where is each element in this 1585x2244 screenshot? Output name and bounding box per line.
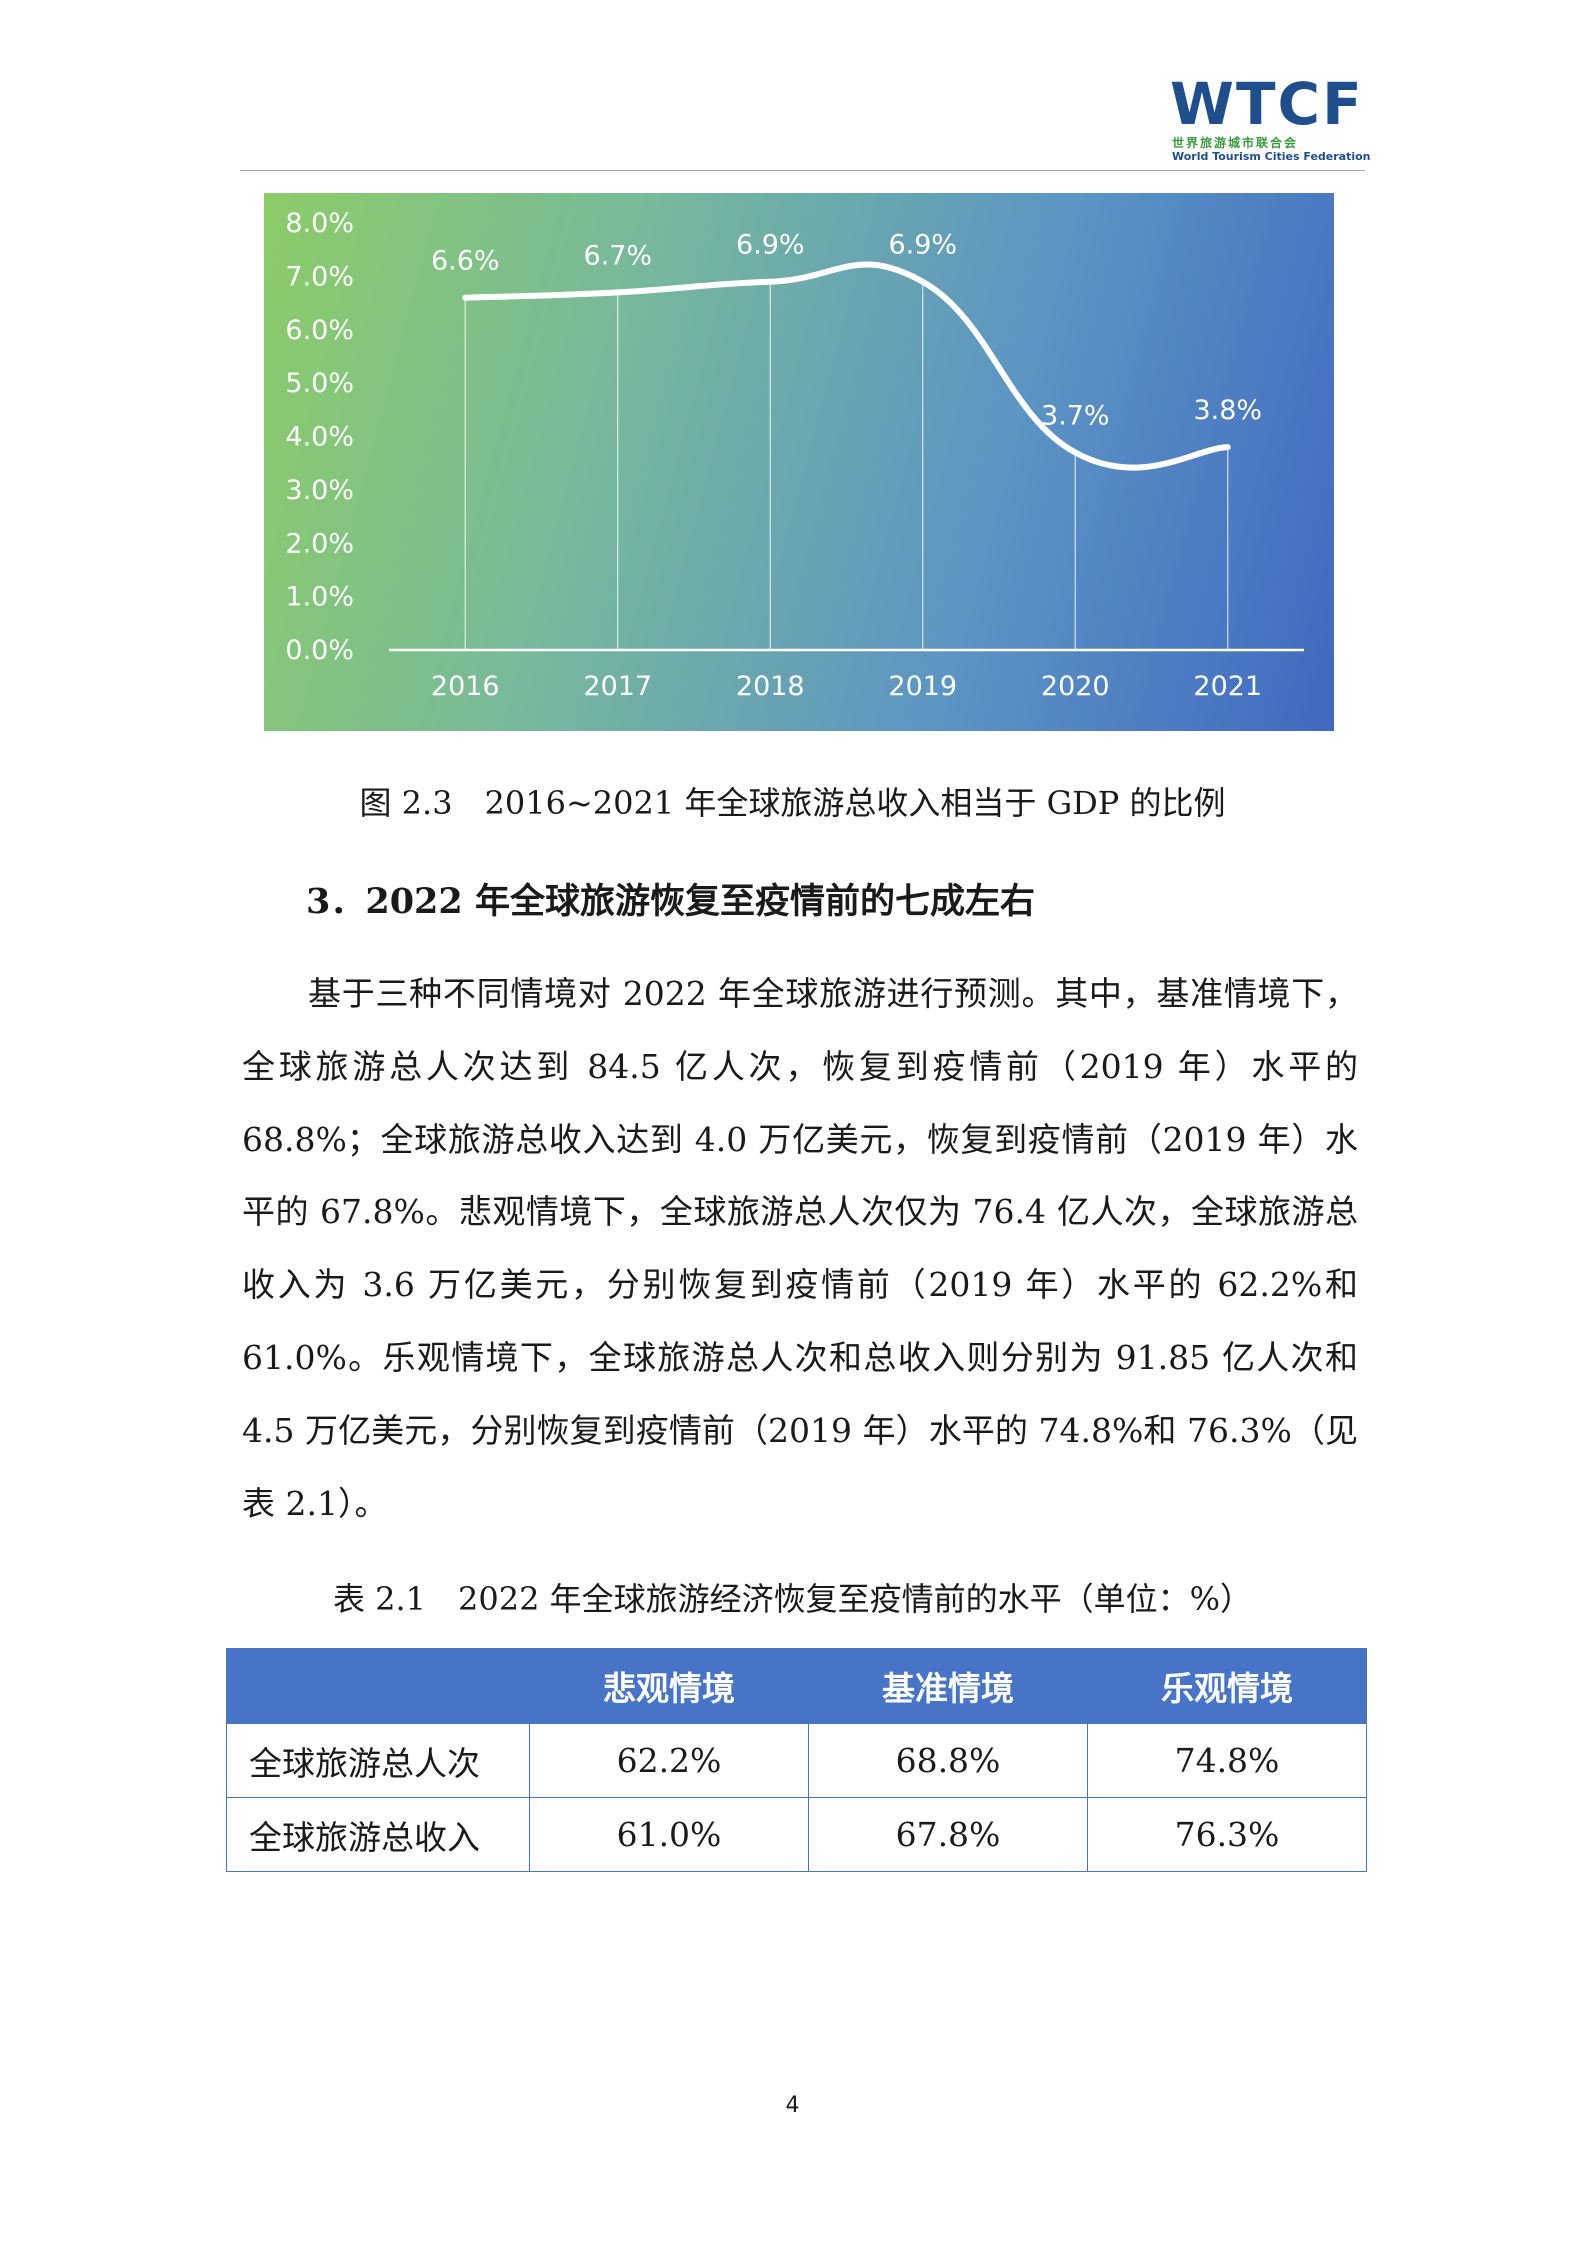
x-tick-label: 2019 xyxy=(888,671,957,702)
data-point xyxy=(1073,450,1078,455)
data-point xyxy=(1225,445,1230,450)
data-point xyxy=(768,279,773,284)
section-heading: 3．2022 年全球旅游恢复至疫情前的七成左右 xyxy=(306,881,1035,922)
y-tick-label: 8.0% xyxy=(285,208,354,239)
y-tick-label: 3.0% xyxy=(285,475,354,506)
y-tick-label: 0.0% xyxy=(285,635,354,666)
series-line xyxy=(462,261,1231,471)
table-cell: 62.2% xyxy=(529,1723,809,1798)
x-tick-label: 2016 xyxy=(431,671,500,702)
x-tick-label: 2021 xyxy=(1193,671,1262,702)
table-header-cell xyxy=(226,1648,530,1724)
data-label: 3.8% xyxy=(1193,395,1262,426)
gdp-ratio-chart: 0.0% 1.0% 2.0% 3.0% 4.0% 5.0% 6.0% 7.0% 8.0% 6.6%… xyxy=(264,193,1334,731)
y-tick-label: 1.0% xyxy=(285,582,354,613)
row-label: 全球旅游总人次 xyxy=(226,1723,530,1798)
table-header-cell: 基准情境 xyxy=(808,1648,1088,1724)
data-label: 6.9% xyxy=(888,230,957,261)
logo-chinese-name: 世界旅游城市联合会 xyxy=(1172,136,1299,150)
table-row: 全球旅游总人次 62.2% 68.8% 74.8% xyxy=(226,1723,1367,1798)
data-label: 6.6% xyxy=(431,246,500,277)
table-title: 表 2.1 2022 年全球旅游经济恢复至疫情前的水平（单位：%） xyxy=(332,1580,1253,1618)
table-header-cell: 乐观情境 xyxy=(1087,1648,1367,1724)
table-cell: 67.8% xyxy=(808,1797,1088,1872)
table-cell: 74.8% xyxy=(1087,1723,1367,1798)
logo-english-name: World Tourism Cities Federation xyxy=(1172,150,1371,163)
wtcf-logo: WTCF 世界旅游城市联合会 World Tourism Cities Fede… xyxy=(1170,72,1371,163)
data-label: 6.7% xyxy=(583,240,652,271)
chart-svg: 0.0% 1.0% 2.0% 3.0% 4.0% 5.0% 6.0% 7.0% 8.0% 6.6%… xyxy=(285,208,1304,702)
x-tick-label: 2020 xyxy=(1041,671,1110,702)
data-label: 3.7% xyxy=(1041,401,1110,432)
y-tick-label: 5.0% xyxy=(285,368,354,399)
table-cell: 61.0% xyxy=(529,1797,809,1872)
logo-mark: WTCF xyxy=(1170,70,1364,138)
table-cell: 68.8% xyxy=(808,1723,1088,1798)
data-point xyxy=(920,279,925,284)
figure-caption: 图 2.3 2016~2021 年全球旅游总收入相当于 GDP 的比例 xyxy=(359,784,1226,822)
y-tick-label: 2.0% xyxy=(285,528,354,559)
y-tick-label: 7.0% xyxy=(285,261,354,292)
x-tick-label: 2018 xyxy=(736,671,805,702)
table-cell: 76.3% xyxy=(1087,1797,1367,1872)
page-number: 4 xyxy=(785,2093,800,2118)
data-point xyxy=(615,290,620,295)
x-tick-label: 2017 xyxy=(583,671,652,702)
table-row: 全球旅游总收入 61.0% 67.8% 76.3% xyxy=(226,1797,1367,1872)
table-header-row: 悲观情境 基准情境 乐观情境 xyxy=(226,1648,1367,1724)
recovery-table: 悲观情境 基准情境 乐观情境 全球旅游总人次 62.2% 68.8% 74.8%… xyxy=(226,1648,1367,1872)
data-point xyxy=(463,295,468,300)
data-label: 6.9% xyxy=(736,230,805,261)
row-label: 全球旅游总收入 xyxy=(226,1797,530,1872)
header-divider xyxy=(240,170,1365,171)
y-tick-label: 4.0% xyxy=(285,422,354,453)
body-paragraph: 基于三种不同情境对 2022 年全球旅游进行预测。其中，基准情境下，全球旅游总人… xyxy=(242,974,1358,1523)
y-tick-label: 6.0% xyxy=(285,315,354,346)
table-header-cell: 悲观情境 xyxy=(529,1648,809,1724)
